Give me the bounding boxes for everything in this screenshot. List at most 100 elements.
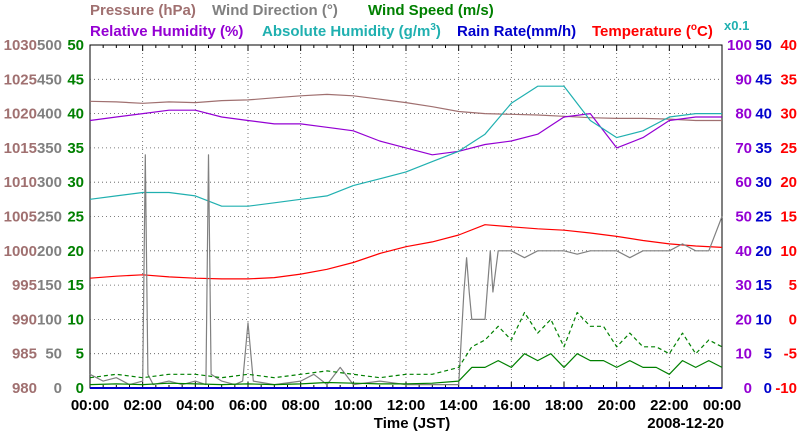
legend-rain-rate: Rain Rate(mm/h) (457, 23, 576, 40)
axis-temperature-ticks: -10 -5 0 5 10 15 20 25 30 35 40 (775, 37, 797, 397)
tick-pressure: 985 (12, 346, 37, 363)
tick-relative-humidity: 100 (727, 37, 752, 54)
tick-wind-direction: 250 (37, 209, 62, 226)
tick-pressure: 1025 (4, 71, 37, 88)
tick-relative-humidity: 90 (735, 71, 752, 88)
tick-wind-direction: 200 (37, 243, 62, 260)
legend-temp-sup: o (691, 22, 697, 33)
tick-x-time: 16:00 (492, 397, 530, 414)
tick-wind-direction: 450 (37, 71, 62, 88)
tick-wind-direction: 50 (45, 346, 62, 363)
tick-wind-speed: 35 (67, 140, 84, 157)
tick-pressure: 1010 (4, 174, 37, 191)
tick-rain-rate: 0 (764, 380, 772, 397)
tick-temperature: 30 (780, 106, 797, 123)
tick-pressure: 1020 (4, 106, 37, 123)
tick-pressure: 1000 (4, 243, 37, 260)
tick-pressure: 990 (12, 311, 37, 328)
tick-rain-rate: 25 (755, 209, 772, 226)
axis-wind-speed-ticks: 0 5 10 15 20 25 30 35 40 45 50 (67, 37, 84, 397)
tick-temperature: 20 (780, 174, 797, 191)
legend-x01-note: x0.1 (724, 18, 749, 33)
tick-rain-rate: 35 (755, 140, 772, 157)
tick-rain-rate: 30 (755, 174, 772, 191)
tick-wind-speed: 10 (67, 311, 84, 328)
tick-wind-speed: 45 (67, 71, 84, 88)
series-layer (89, 85, 723, 389)
tick-x-time: 04:00 (176, 397, 214, 414)
legend-temperature: Temperature (oC) (592, 22, 713, 40)
axis-rain-rate-ticks: 0 5 10 15 20 25 30 35 40 45 50 (755, 37, 772, 397)
tick-wind-speed: 0 (76, 380, 84, 397)
tick-relative-humidity: 20 (735, 311, 752, 328)
legend-pressure: Pressure (hPa) (90, 2, 196, 19)
series-wind-speed-gust (89, 311, 723, 379)
tick-wind-direction: 300 (37, 174, 62, 191)
tick-pressure: 980 (12, 380, 37, 397)
tick-rain-rate: 10 (755, 311, 772, 328)
tick-relative-humidity: 0 (744, 380, 752, 397)
tick-pressure: 1030 (4, 37, 37, 54)
series-pressure (89, 93, 722, 122)
tick-temperature: 0 (789, 311, 797, 328)
tick-wind-direction: 150 (37, 277, 62, 294)
axis-x-ticks: 00:00 02:00 04:00 06:00 08:00 10:00 12:00 14:00… (71, 397, 741, 414)
legend-wind-direction: Wind Direction (°) (212, 2, 338, 19)
tick-rain-rate: 20 (755, 243, 772, 260)
tick-wind-speed: 30 (67, 174, 84, 191)
tick-x-time: 02:00 (123, 397, 161, 414)
tick-temperature: 10 (780, 243, 797, 260)
tick-relative-humidity: 70 (735, 140, 752, 157)
legend-temp-suffix: C) (697, 23, 713, 40)
tick-temperature: 40 (780, 37, 797, 54)
legend-absolute-humidity: Absolute Humidity (g/m3) (262, 22, 441, 40)
tick-relative-humidity: 40 (735, 243, 752, 260)
tick-wind-direction: 350 (37, 140, 62, 157)
tick-temperature: 5 (789, 277, 797, 294)
tick-x-time: 08:00 (281, 397, 319, 414)
tick-wind-speed: 40 (67, 106, 84, 123)
tick-x-time: 12:00 (387, 397, 425, 414)
axis-pressure-ticks: 980 985 990 995 1000 1005 1010 1015 1020 1025 1030 (4, 37, 37, 397)
tick-temperature: 25 (780, 140, 797, 157)
tick-wind-speed: 15 (67, 277, 84, 294)
tick-x-time: 06:00 (229, 397, 267, 414)
tick-temperature: -5 (784, 346, 797, 363)
tick-rain-rate: 50 (755, 37, 772, 54)
legend-abs-hum-suffix: ) (436, 23, 441, 40)
legend-relative-humidity: Relative Humidity (%) (90, 23, 243, 40)
tick-relative-humidity: 30 (735, 277, 752, 294)
tick-rain-rate: 45 (755, 71, 772, 88)
tick-temperature: -10 (775, 380, 797, 397)
legend-abs-hum-sup: 3 (430, 22, 436, 33)
tick-temperature: 15 (780, 209, 797, 226)
tick-x-time: 20:00 (597, 397, 635, 414)
tick-x-time: 10:00 (334, 397, 372, 414)
tick-pressure: 1005 (4, 209, 37, 226)
tick-rain-rate: 5 (764, 346, 772, 363)
tick-wind-speed: 25 (67, 209, 84, 226)
series-absolute-humidity (89, 85, 722, 207)
legend-abs-hum-prefix: Absolute Humidity (g/m (262, 23, 430, 40)
tick-relative-humidity: 50 (735, 209, 752, 226)
series-wind-speed-avg (89, 353, 723, 386)
legend-wind-speed: Wind Speed (m/s) (368, 2, 494, 19)
tick-x-time: 00:00 (71, 397, 109, 414)
tick-wind-speed: 5 (76, 346, 84, 363)
x-axis-label: Time (JST) (374, 415, 450, 432)
series-relative-humidity (89, 109, 722, 156)
tick-relative-humidity: 10 (735, 346, 752, 363)
tick-wind-speed: 50 (67, 37, 84, 54)
tick-relative-humidity: 60 (735, 174, 752, 191)
axis-relative-humidity-ticks: 0 10 20 30 40 50 60 70 80 90 100 (727, 37, 752, 397)
tick-pressure: 995 (12, 277, 37, 294)
tick-pressure: 1015 (4, 140, 37, 157)
tick-x-time: 00:00 (703, 397, 741, 414)
tick-wind-direction: 400 (37, 106, 62, 123)
tick-x-time: 22:00 (650, 397, 688, 414)
tick-temperature: 35 (780, 71, 797, 88)
tick-wind-speed: 20 (67, 243, 84, 260)
tick-x-time: 14:00 (439, 397, 477, 414)
legend-temp-prefix: Temperature ( (592, 23, 691, 40)
